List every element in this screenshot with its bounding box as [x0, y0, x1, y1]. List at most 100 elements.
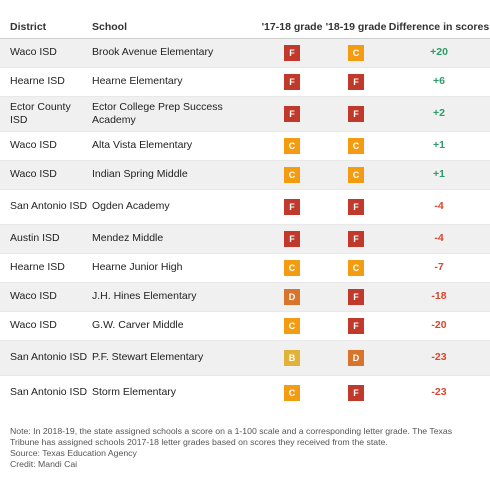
table-body: Waco ISD Brook Avenue Elementary F C +20 Hear… [0, 37, 490, 410]
difference-cell: -18 [388, 281, 490, 311]
district-cell: Ector County ISD [0, 95, 90, 131]
district-cell: San Antonio ISD [0, 339, 90, 375]
table-row: San Antonio ISD Ogden Academy F F -4 [0, 188, 490, 224]
grade-badge: C [348, 137, 364, 154]
grade-1718-cell: C [260, 252, 324, 282]
grade-1718-cell: F [260, 66, 324, 96]
difference-cell: -4 [388, 223, 490, 253]
grade-badge: C [284, 317, 300, 334]
difference-cell: -23 [388, 339, 490, 375]
grade-1819-cell: C [324, 37, 388, 67]
school-cell: J.H. Hines Elementary [90, 281, 260, 311]
difference-column-header: Difference in scores [388, 0, 490, 39]
grade-1819-cell: F [324, 281, 388, 311]
table-header-row: District School '17-18 grade '18-19 grad… [0, 0, 490, 39]
table-row: Austin ISD Mendez Middle F F -4 [0, 223, 490, 253]
grade-badge: C [348, 259, 364, 276]
table-row: Waco ISD Indian Spring Middle C C +1 [0, 159, 490, 189]
difference-cell: +1 [388, 159, 490, 189]
grade-1718-cell: C [260, 310, 324, 340]
table-row: Waco ISD J.H. Hines Elementary D F -18 [0, 281, 490, 311]
district-column-header: District [0, 0, 90, 39]
grade-1819-cell: C [324, 252, 388, 282]
school-cell: G.W. Carver Middle [90, 310, 260, 340]
school-cell: Indian Spring Middle [90, 159, 260, 189]
difference-cell: -4 [388, 188, 490, 224]
grade-1819-cell: F [324, 310, 388, 340]
difference-value: +1 [433, 139, 445, 151]
table-row: Ector County ISD Ector College Prep Succe… [0, 95, 490, 131]
grade-badge: F [348, 317, 364, 334]
grade-1819-cell: C [324, 159, 388, 189]
difference-cell: +2 [388, 95, 490, 131]
school-column-header: School [90, 0, 260, 39]
district-cell: Waco ISD [0, 130, 90, 160]
grade-badge: C [284, 259, 300, 276]
grade-badge: F [348, 105, 364, 122]
difference-cell: -20 [388, 310, 490, 340]
school-cell: Ogden Academy [90, 188, 260, 224]
grade-badge: C [284, 384, 300, 401]
school-cell: Hearne Junior High [90, 252, 260, 282]
grade-1819-column-header: '18-19 grade [324, 0, 388, 39]
school-cell: Storm Elementary [90, 374, 260, 410]
grade-badge: F [348, 198, 364, 215]
grade-badge: F [348, 288, 364, 305]
difference-value: -4 [434, 200, 444, 212]
difference-value: -4 [434, 232, 444, 244]
grade-1718-cell: F [260, 37, 324, 67]
difference-value: -20 [431, 319, 447, 331]
grade-1819-cell: F [324, 223, 388, 253]
difference-value: -7 [434, 261, 444, 273]
grade-1718-cell: C [260, 159, 324, 189]
grade-badge: F [348, 230, 364, 247]
grade-1819-cell: F [324, 95, 388, 131]
grade-1718-cell: C [260, 130, 324, 160]
difference-value: -23 [431, 351, 447, 363]
grade-badge: D [284, 288, 300, 305]
table-row: Waco ISD Brook Avenue Elementary F C +20 [0, 37, 490, 67]
table-row: San Antonio ISD Storm Elementary C F -23 [0, 374, 490, 410]
grade-1718-cell: D [260, 281, 324, 311]
grade-badge: F [348, 384, 364, 401]
grade-badge: F [284, 105, 300, 122]
school-cell: Brook Avenue Elementary [90, 37, 260, 67]
district-cell: San Antonio ISD [0, 188, 90, 224]
grade-badge: B [284, 349, 300, 366]
grade-badge: C [284, 166, 300, 183]
grade-1819-cell: F [324, 66, 388, 96]
table-row: Hearne ISD Hearne Junior High C C -7 [0, 252, 490, 282]
difference-cell: -23 [388, 374, 490, 410]
grade-badge: F [284, 73, 300, 90]
grade-badge: D [348, 349, 364, 366]
difference-value: -23 [431, 386, 447, 399]
grade-1819-cell: D [324, 339, 388, 375]
grade-badge: F [284, 230, 300, 247]
source-text: Source: Texas Education Agency [10, 448, 137, 458]
table-row: Hearne ISD Hearne Elementary F F +6 [0, 66, 490, 96]
school-cell: P.F. Stewart Elementary [90, 339, 260, 375]
difference-value: +20 [430, 46, 448, 58]
grade-badge: F [284, 44, 300, 61]
table-row: Waco ISD G.W. Carver Middle C F -20 [0, 310, 490, 340]
difference-value: +1 [433, 168, 445, 180]
grade-1718-cell: C [260, 374, 324, 410]
difference-value: +6 [433, 75, 445, 87]
district-cell: Waco ISD [0, 37, 90, 67]
difference-cell: +6 [388, 66, 490, 96]
table-row: San Antonio ISD P.F. Stewart Elementary B D… [0, 339, 490, 375]
district-cell: Waco ISD [0, 310, 90, 340]
grade-1819-cell: F [324, 188, 388, 224]
district-cell: Hearne ISD [0, 66, 90, 96]
district-cell: Austin ISD [0, 223, 90, 253]
grade-1718-column-header: '17-18 grade [260, 0, 324, 39]
grade-1718-cell: F [260, 223, 324, 253]
grade-1819-cell: C [324, 130, 388, 160]
difference-cell: -7 [388, 252, 490, 282]
difference-value: -18 [431, 290, 447, 302]
school-cell: Ector College Prep Success Academy [90, 95, 260, 131]
district-cell: San Antonio ISD [0, 374, 90, 410]
difference-cell: +1 [388, 130, 490, 160]
grade-badge: C [284, 137, 300, 154]
